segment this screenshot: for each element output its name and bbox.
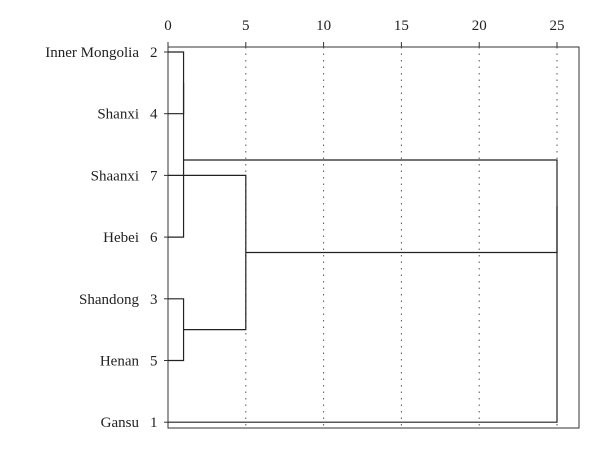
leaf-label-shanxi: Shanxi bbox=[97, 107, 139, 123]
dendrogram-link-2 bbox=[168, 298, 185, 362]
leaf-label-henan: Henan bbox=[100, 354, 140, 370]
leaf-label-hebei: Hebei bbox=[103, 230, 139, 246]
x-tick-label-10: 10 bbox=[316, 18, 331, 34]
leaf-id-shanxi: 4 bbox=[150, 107, 158, 123]
x-tick-label-25: 25 bbox=[550, 18, 565, 34]
x-tick-label-20: 20 bbox=[472, 18, 487, 34]
x-tick-label-0: 0 bbox=[164, 18, 172, 34]
dendrogram-link-3 bbox=[168, 174, 247, 331]
leaf-label-inner-mongolia: Inner Mongolia bbox=[45, 45, 139, 61]
dendrogram-link-0 bbox=[168, 51, 185, 115]
leaf-label-shandong: Shandong bbox=[79, 292, 140, 308]
dendrogram-links bbox=[168, 51, 558, 423]
leaf-id-shaanxi: 7 bbox=[150, 168, 158, 184]
leaf-id-gansu: 1 bbox=[150, 415, 158, 431]
leaf-labels: Inner Mongolia 2 Shanxi 4 Shaanxi 7 Hebei 6 Shan… bbox=[45, 45, 168, 431]
dendrogram-link-5 bbox=[168, 206, 558, 423]
leaf-id-henan: 5 bbox=[150, 354, 158, 370]
x-tick-label-5: 5 bbox=[242, 18, 250, 34]
leaf-label-gansu: Gansu bbox=[101, 415, 140, 431]
x-axis: 0 5 10 15 20 25 bbox=[164, 18, 565, 47]
dendrogram-link-4 bbox=[183, 159, 558, 254]
leaf-id-shandong: 3 bbox=[150, 292, 158, 308]
leaf-label-shaanxi: Shaanxi bbox=[91, 168, 139, 184]
leaf-id-inner-mongolia: 2 bbox=[150, 45, 158, 61]
leaf-id-hebei: 6 bbox=[150, 230, 158, 246]
x-tick-label-15: 15 bbox=[394, 18, 409, 34]
dendrogram-link-1 bbox=[168, 82, 185, 238]
plot-frame bbox=[167, 46, 580, 429]
grid-lines bbox=[245, 47, 558, 428]
